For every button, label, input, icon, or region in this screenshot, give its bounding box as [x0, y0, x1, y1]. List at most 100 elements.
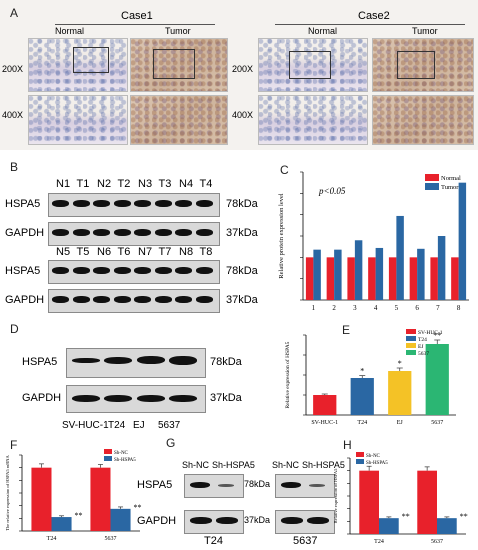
bar-normal	[326, 257, 335, 300]
bar-sh-hspa5	[110, 508, 131, 531]
significance-marker: **	[402, 512, 410, 521]
g-5637-label: 5637	[293, 535, 318, 547]
lane-label: T2	[117, 178, 131, 190]
blot-band	[175, 200, 192, 207]
bar	[388, 371, 412, 415]
bar-normal	[305, 257, 314, 300]
panel-a-letter: A	[10, 6, 19, 20]
lane-label: T1	[76, 178, 90, 190]
x-tick-label: 6	[415, 304, 419, 312]
x-tick-label: T24	[374, 539, 384, 545]
zoom-box	[73, 47, 109, 73]
blot-band	[169, 355, 197, 365]
legend-swatch	[425, 183, 439, 190]
case1-normal-200x-image	[28, 38, 128, 92]
case2-label: Case2	[358, 10, 390, 22]
significance-marker: **	[75, 511, 83, 520]
blot-band	[72, 357, 100, 363]
case2-mag-400: 400X	[232, 110, 254, 120]
x-tick-label: 5	[395, 304, 399, 312]
legend-swatch	[356, 452, 364, 457]
lane-label: T6	[117, 246, 131, 258]
case2-normal-200x-image	[258, 38, 368, 92]
blot-band	[93, 229, 110, 236]
blot-band	[72, 267, 90, 274]
lane-label: N4	[179, 178, 194, 190]
blot-band	[93, 200, 110, 207]
blot-band	[154, 296, 172, 303]
lane-label: T24	[108, 420, 126, 431]
bar-tumor	[437, 236, 446, 300]
zoom-box	[153, 49, 195, 79]
bar-sh-hspa5	[51, 517, 72, 531]
x-tick-label: 5637	[431, 420, 443, 426]
lane-label: N5	[56, 246, 71, 258]
d-gapdh-label: GAPDH	[22, 392, 62, 404]
x-tick-label: T24	[47, 536, 57, 542]
bar-tumor	[354, 240, 363, 300]
legend-swatch	[104, 456, 112, 461]
bar-sh-nc	[359, 470, 379, 534]
lane-label: N6	[97, 246, 112, 258]
significance-marker: *	[360, 367, 364, 376]
blot-band	[195, 267, 213, 274]
x-tick-label: 7	[436, 304, 440, 312]
case1-mag-400: 400X	[2, 110, 24, 120]
blot-band	[52, 200, 69, 207]
bar-normal	[409, 257, 418, 300]
case1-mag-200: 200X	[2, 64, 24, 74]
b-kda78-label-2: 78kDa	[226, 265, 258, 277]
g-shhspa5-label-1: Sh-HSPA5	[212, 460, 255, 470]
significance-marker: **	[134, 503, 142, 512]
bar-normal	[430, 257, 438, 300]
x-tick-label: 2	[332, 304, 336, 312]
case2-mag-200: 200X	[232, 64, 254, 74]
legend-label: SV-HUC-1	[418, 330, 443, 336]
x-tick-label: 5637	[431, 539, 443, 545]
bar	[425, 344, 449, 415]
zoom-box	[397, 51, 435, 79]
x-tick-label: 3	[353, 304, 357, 312]
blot-band	[52, 296, 69, 303]
legend-label: Tumor	[441, 184, 459, 191]
bar	[350, 378, 374, 415]
lane-label: N8	[179, 246, 194, 258]
panel-b-letter: B	[10, 160, 19, 174]
case2-normal-400x-image	[258, 95, 368, 145]
d-kda78-label: 78kDa	[210, 356, 242, 368]
g-shhspa5-label-2: Sh-HSPA5	[302, 460, 345, 470]
blot-band	[113, 267, 131, 274]
blot-band	[113, 296, 131, 303]
b-gapdh-label-1: GAPDH	[5, 227, 45, 239]
blot-band	[113, 229, 131, 236]
b-hspa5-label-1: HSPA5	[5, 198, 41, 210]
significance-marker: **	[460, 512, 468, 521]
blot-band	[154, 267, 172, 274]
x-tick-label: EJ	[397, 420, 404, 426]
case1-normal-label: Normal	[55, 26, 85, 36]
b-hspa5-label-2: HSPA5	[5, 265, 41, 277]
blot-band	[190, 517, 212, 524]
g-shnc-label-2: Sh-NC	[272, 460, 300, 470]
blot-band	[307, 517, 329, 524]
blot-band	[134, 296, 151, 303]
bar-sh-nc	[31, 467, 52, 531]
x-tick-label: 1	[312, 304, 316, 312]
bar-tumor	[417, 248, 425, 300]
legend-swatch	[406, 350, 416, 355]
blot-band	[281, 482, 301, 488]
lane-label: EJ	[133, 420, 145, 431]
b-kda37-label-2: 37kDa	[226, 294, 258, 306]
blot-band	[134, 229, 151, 236]
bar-normal	[347, 257, 355, 300]
x-tick-label: T24	[357, 420, 367, 426]
lane-label: N7	[138, 246, 153, 258]
case1-tumor-200x-image	[130, 38, 228, 92]
y-axis-label: The relative expression of HSPA5 mRNA	[5, 455, 10, 531]
panel-h-letter: H	[343, 438, 352, 452]
bar-tumor	[313, 249, 321, 300]
legend-label: Sh-NC	[366, 454, 381, 459]
bar-sh-hspa5	[379, 518, 399, 534]
lane-label: 5637	[158, 420, 181, 431]
bar-sh-hspa5	[437, 518, 457, 534]
